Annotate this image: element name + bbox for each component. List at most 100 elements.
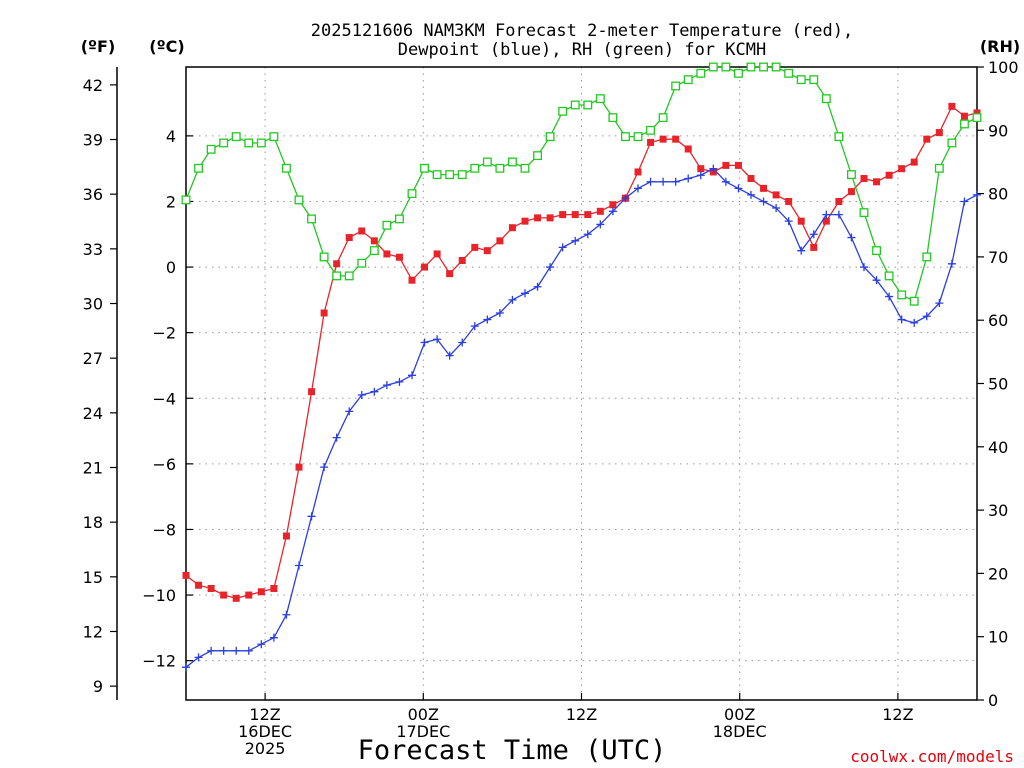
dewpoint-point <box>834 210 843 219</box>
temperature-point <box>295 463 303 471</box>
dewpoint-point <box>182 663 190 672</box>
relative-humidity-point <box>357 258 367 268</box>
temperature-point <box>835 197 843 205</box>
relative-humidity-point <box>294 195 304 205</box>
source-credit[interactable]: coolwx.com/models <box>850 747 1014 766</box>
relative-humidity-point <box>445 170 455 180</box>
relative-humidity-point <box>922 252 932 262</box>
fahrenheit-tick-label: 36 <box>83 185 103 204</box>
relative-humidity-point <box>332 271 342 281</box>
temperature-point <box>308 388 316 396</box>
dewpoint-point <box>860 263 868 272</box>
temperature-point <box>333 260 341 268</box>
temperature-point <box>421 263 429 271</box>
rh-tick-label: 20 <box>988 564 1008 583</box>
relative-humidity-point <box>859 208 869 218</box>
dewpoint-line <box>185 167 978 668</box>
dewpoint-point <box>495 308 504 317</box>
temperature-point <box>534 214 542 222</box>
dewpoint-point <box>973 190 981 199</box>
relative-humidity-point <box>633 132 643 142</box>
dewpoint-point <box>433 335 442 344</box>
dewpoint-point <box>370 387 379 396</box>
temperature-point <box>546 214 554 222</box>
rh-tick-label: 80 <box>988 185 1008 204</box>
relative-humidity-point <box>846 170 856 180</box>
temperature-point <box>559 211 567 219</box>
temperature-point <box>898 165 906 173</box>
celsius-tick-label: −10 <box>142 586 176 605</box>
dewpoint-point <box>747 190 755 199</box>
title-line-1: 2025121606 NAM3KM Forecast 2-meter Tempe… <box>311 21 853 41</box>
relative-humidity-point <box>231 132 241 142</box>
dewpoint-point <box>219 646 228 655</box>
dewpoint-point <box>696 171 705 180</box>
celsius-tick-label: −8 <box>152 520 176 539</box>
dewpoint-point <box>244 646 253 655</box>
dewpoint-point <box>759 197 768 206</box>
rh-tick-label: 50 <box>988 375 1008 394</box>
temperature-point <box>684 145 692 153</box>
dewpoint-point <box>345 407 354 416</box>
relative-humidity-point <box>834 132 844 142</box>
dewpoint-point <box>470 322 479 331</box>
dewpoint-point <box>207 646 216 655</box>
temperature-point <box>822 217 830 225</box>
x-tick-label: 17DEC <box>396 722 450 741</box>
relative-humidity-point <box>809 75 819 85</box>
dewpoint-point <box>395 377 404 386</box>
dewpoint-point <box>558 243 567 252</box>
x-axis-title: Forecast Time (UTC) <box>358 735 667 766</box>
temperature-point <box>948 102 956 110</box>
relative-humidity-point <box>420 163 430 173</box>
temperature-point <box>408 276 416 284</box>
temperature-point <box>697 165 705 173</box>
relative-humidity-point <box>394 214 404 224</box>
temperature-point <box>383 250 391 258</box>
temperature-point <box>785 197 793 205</box>
temperature-point <box>734 161 742 169</box>
dewpoint-point <box>269 633 278 642</box>
relative-humidity-point <box>344 271 354 281</box>
dewpoint-point <box>546 263 555 272</box>
dewpoint-point <box>508 295 517 304</box>
dewpoint-point <box>257 640 266 649</box>
temperature-point <box>810 243 818 251</box>
temperature-point <box>496 237 504 245</box>
dewpoint-point <box>684 174 693 183</box>
relative-humidity-point <box>608 113 618 123</box>
temperature-point <box>257 588 265 596</box>
relative-humidity-point <box>482 157 492 167</box>
temperature-point <box>433 250 441 258</box>
temperature-line <box>185 105 978 599</box>
dewpoint-point <box>671 177 680 186</box>
relative-humidity-point <box>495 163 505 173</box>
relative-humidity-point <box>570 100 580 110</box>
relative-humidity-point <box>206 144 216 154</box>
rh-tick-label: 100 <box>988 58 1019 77</box>
temperature-point <box>207 584 215 592</box>
temperature-point <box>345 234 353 242</box>
dewpoint-point <box>947 259 956 268</box>
dewpoint-series <box>182 164 981 672</box>
title-line-2: Dewpoint (blue), RH (green) for KCMH <box>398 40 766 60</box>
relative-humidity-point <box>796 75 806 85</box>
dewpoint-point <box>772 204 781 213</box>
dewpoint-point <box>721 177 730 186</box>
relative-humidity-point <box>558 106 568 116</box>
dewpoint-point <box>583 230 592 239</box>
fahrenheit-tick-label: 9 <box>93 677 103 696</box>
fahrenheit-tick-label: 27 <box>83 349 103 368</box>
dewpoint-point <box>910 318 919 327</box>
celsius-tick-label: −2 <box>152 324 176 343</box>
x-tick-label: 16DEC <box>238 722 292 741</box>
relative-humidity-point <box>595 94 605 104</box>
temperature-point <box>923 135 931 143</box>
relative-humidity-point <box>181 195 191 205</box>
temperature-point <box>609 201 617 209</box>
rh-axis-unit: (RH) <box>980 37 1020 56</box>
temperature-point <box>195 581 203 589</box>
temperature-point <box>797 217 805 225</box>
temperature-point <box>973 109 981 117</box>
